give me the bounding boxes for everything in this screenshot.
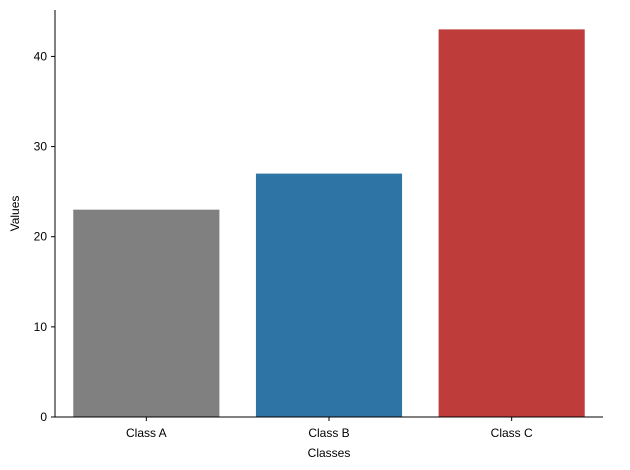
y-tick-label: 20 (34, 230, 48, 244)
bar-class-c (438, 29, 585, 418)
y-axis-ticks: 0 10 20 30 40 (34, 49, 55, 424)
y-tick-label: 0 (40, 410, 47, 424)
y-tick-label: 10 (34, 320, 48, 334)
x-tick-label: Class C (491, 426, 533, 440)
y-tick-label: 30 (34, 140, 48, 154)
x-axis-title: Classes (308, 446, 351, 460)
x-tick-label: Class A (126, 426, 167, 440)
bars-group (73, 29, 585, 418)
bar-class-b (255, 173, 403, 417)
bar-class-a (73, 209, 220, 417)
x-axis-ticks: Class A Class B Class C (126, 417, 533, 440)
x-tick-label: Class B (308, 426, 349, 440)
y-tick-label: 40 (34, 49, 48, 63)
y-axis-title: Values (8, 196, 22, 232)
